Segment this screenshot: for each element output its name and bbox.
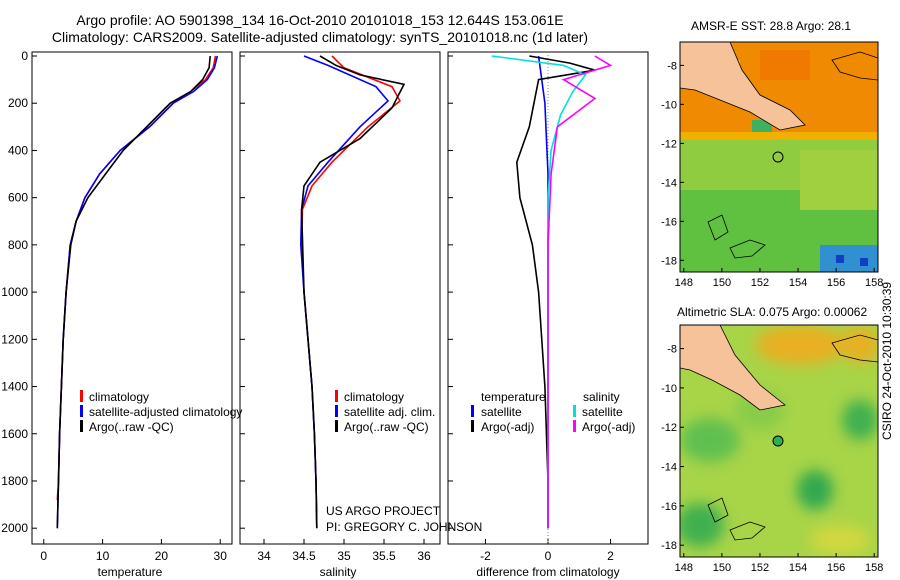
- y-tick-label: 600: [8, 191, 28, 205]
- sst-map-title: AMSR-E SST: 28.8 Argo: 28.1: [691, 19, 852, 33]
- y-tick-label: 1200: [1, 332, 28, 346]
- x-tick-label: 2: [607, 549, 614, 563]
- legend-swatch-climatology: [80, 390, 83, 402]
- timestamp-stamp: CSIRO 24-Oct-2010 10:30:39: [880, 281, 894, 440]
- legend-label-argo: Argo(..raw -QC): [89, 420, 174, 434]
- x-tick-label: 34.5: [292, 549, 316, 563]
- map-y-tick-label: -8: [667, 344, 677, 356]
- legend-label-sal-argo: Argo(-adj): [582, 420, 635, 434]
- legend-label-sal-satellite: satellite: [582, 405, 623, 419]
- legend-swatch-argo: [335, 420, 338, 432]
- map-x-tick-label: 150: [713, 277, 731, 289]
- sla-float-marker: [772, 435, 784, 447]
- legend-swatch-climatology: [335, 390, 338, 402]
- legend-label-climatology: climatology: [89, 390, 149, 404]
- legend-swatch-temp-satellite: [471, 405, 474, 417]
- map-x-tick-label: 158: [865, 277, 883, 289]
- x-tick-label: 34: [257, 549, 271, 563]
- legend-label-argo: Argo(..raw -QC): [344, 420, 429, 434]
- series-line-temperature-argo-adj: [515, 55, 596, 529]
- page-title: Argo profile: AO 5901398_134 16-Oct-2010…: [76, 12, 564, 28]
- x-tick-label: 0: [40, 549, 47, 563]
- x-tick-label: 20: [155, 549, 169, 563]
- page-subtitle: Climatology: CARS2009. Satellite-adjuste…: [51, 29, 589, 45]
- map-x-tick-label: 154: [789, 562, 807, 574]
- difference-xlabel: difference from climatology: [476, 565, 619, 579]
- project-credit: US ARGO PROJECT: [326, 504, 441, 518]
- y-tick-label: 200: [8, 96, 28, 110]
- map-x-tick-label: 152: [751, 562, 769, 574]
- difference-legend: temperature salinity satellite Argo(-adj…: [471, 390, 635, 434]
- map-x-tick-label: 156: [827, 277, 845, 289]
- legend-label-satellite: satellite adj. clim.: [344, 405, 435, 419]
- legend-header-salinity: salinity: [583, 390, 620, 404]
- map-y-tick-label: -14: [661, 462, 677, 474]
- map-y-tick-label: -12: [661, 138, 677, 150]
- x-tick-label: -2: [480, 549, 491, 563]
- y-tick-label: 0: [21, 49, 28, 63]
- sst-map-frame: [679, 41, 879, 273]
- sla-map-title: Altimetric SLA: 0.075 Argo: 0.00062: [677, 305, 868, 319]
- map-x-tick-label: 154: [789, 277, 807, 289]
- map-x-tick-label: 158: [865, 562, 883, 574]
- map-x-tick-label: 150: [713, 562, 731, 574]
- legend-label-climatology: climatology: [344, 390, 404, 404]
- x-tick-label: 10: [96, 549, 110, 563]
- map-y-tick-label: -18: [661, 540, 677, 552]
- x-tick-label: 35.5: [372, 549, 396, 563]
- y-tick-label: 1000: [1, 285, 28, 299]
- salinity-xlabel: salinity: [320, 565, 357, 579]
- map-y-tick-label: -16: [661, 216, 677, 228]
- sla-map-field: [680, 325, 878, 557]
- map-y-tick-label: -10: [661, 99, 677, 111]
- y-tick-label: 1600: [1, 427, 28, 441]
- y-tick-label: 400: [8, 143, 28, 157]
- x-tick-label: 30: [214, 549, 228, 563]
- legend-label-temp-argo: Argo(-adj): [481, 420, 534, 434]
- y-tick-label: 1800: [1, 474, 28, 488]
- sla-map-frame: [679, 324, 879, 558]
- map-y-tick-label: -18: [661, 255, 677, 267]
- legend-label-satellite: satellite-adjusted climatology: [89, 405, 242, 419]
- x-tick-label: 36: [417, 549, 431, 563]
- series-line-salinity-argo-adj: [547, 55, 613, 529]
- temperature-plot-frame: [31, 51, 233, 545]
- sst-map-field: [680, 42, 878, 272]
- map-y-tick-label: -14: [661, 177, 677, 189]
- map-y-tick-label: -16: [661, 501, 677, 513]
- map-y-tick-label: -12: [661, 422, 677, 434]
- map-x-tick-label: 148: [675, 562, 693, 574]
- map-x-tick-label: 148: [675, 277, 693, 289]
- y-tick-label: 800: [8, 238, 28, 252]
- temperature-xlabel: temperature: [98, 565, 163, 579]
- legend-swatch-satellite: [80, 405, 83, 417]
- temperature-legend: climatology satellite-adjusted climatolo…: [80, 390, 242, 434]
- x-tick-label: 35: [337, 549, 351, 563]
- sst-float-marker: [772, 151, 784, 163]
- legend-swatch-sal-satellite: [573, 405, 576, 417]
- series-line-argo-raw-qc: [56, 55, 211, 529]
- series-line-argo-raw-qc: [300, 55, 406, 529]
- legend-swatch-argo: [80, 420, 83, 432]
- pi-credit: PI: GREGORY C. JOHNSON: [326, 520, 482, 534]
- map-x-tick-label: 156: [827, 562, 845, 574]
- map-y-tick-label: -10: [661, 383, 677, 395]
- y-tick-label: 2000: [1, 521, 28, 535]
- x-tick-label: 0: [545, 549, 552, 563]
- legend-label-temp-satellite: satellite: [481, 405, 522, 419]
- y-tick-label: 1400: [1, 380, 28, 394]
- legend-header-temperature: temperature: [481, 390, 546, 404]
- map-y-tick-label: -8: [667, 60, 677, 72]
- salinity-legend: climatology satellite adj. clim. Argo(..…: [335, 390, 435, 434]
- legend-swatch-satellite: [335, 405, 338, 417]
- legend-swatch-sal-argo: [573, 420, 576, 432]
- map-x-tick-label: 152: [751, 277, 769, 289]
- legend-swatch-temp-argo: [471, 420, 474, 432]
- salinity-plot-frame: [239, 51, 441, 545]
